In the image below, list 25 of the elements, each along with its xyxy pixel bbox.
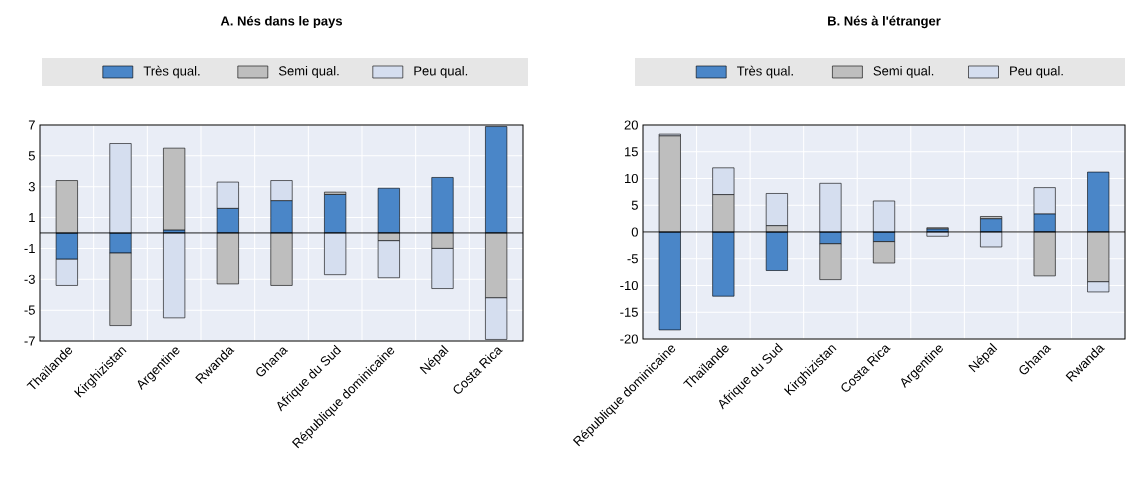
chart-title: A. Nés dans le pays bbox=[220, 15, 343, 29]
y-tick-label: -10 bbox=[620, 280, 638, 291]
y-tick-label: 15 bbox=[625, 147, 638, 157]
y-tick-label: 20 bbox=[624, 120, 638, 130]
y-tick-label: 7 bbox=[28, 120, 35, 130]
legend-label: Peu qual. bbox=[1010, 65, 1063, 79]
legend-label: Très qual. bbox=[737, 65, 793, 79]
y-tick-label: -20 bbox=[620, 334, 638, 344]
y-tick-label: -5 bbox=[627, 254, 638, 264]
chart-title: B. Nés à l'étranger bbox=[828, 15, 941, 29]
y-tick-label: 0 bbox=[631, 227, 638, 237]
y-tick-label: 3 bbox=[28, 182, 35, 192]
y-tick-label: 5 bbox=[631, 200, 638, 210]
y-tick-label: -1 bbox=[24, 243, 35, 253]
y-tick-label: 10 bbox=[625, 173, 638, 184]
legend-label: Très qual. bbox=[143, 65, 200, 79]
y-tick-label: -15 bbox=[620, 307, 638, 317]
legend-label: Peu qual. bbox=[414, 65, 468, 79]
y-tick-label: -3 bbox=[24, 274, 35, 284]
y-tick-label: -7 bbox=[24, 336, 35, 346]
y-tick-label: -5 bbox=[24, 305, 35, 315]
legend-label: Semi qual. bbox=[278, 65, 339, 79]
y-tick-label: 5 bbox=[28, 151, 35, 161]
legend-label: Semi qual. bbox=[873, 65, 934, 79]
y-tick-label: 1 bbox=[29, 213, 35, 223]
